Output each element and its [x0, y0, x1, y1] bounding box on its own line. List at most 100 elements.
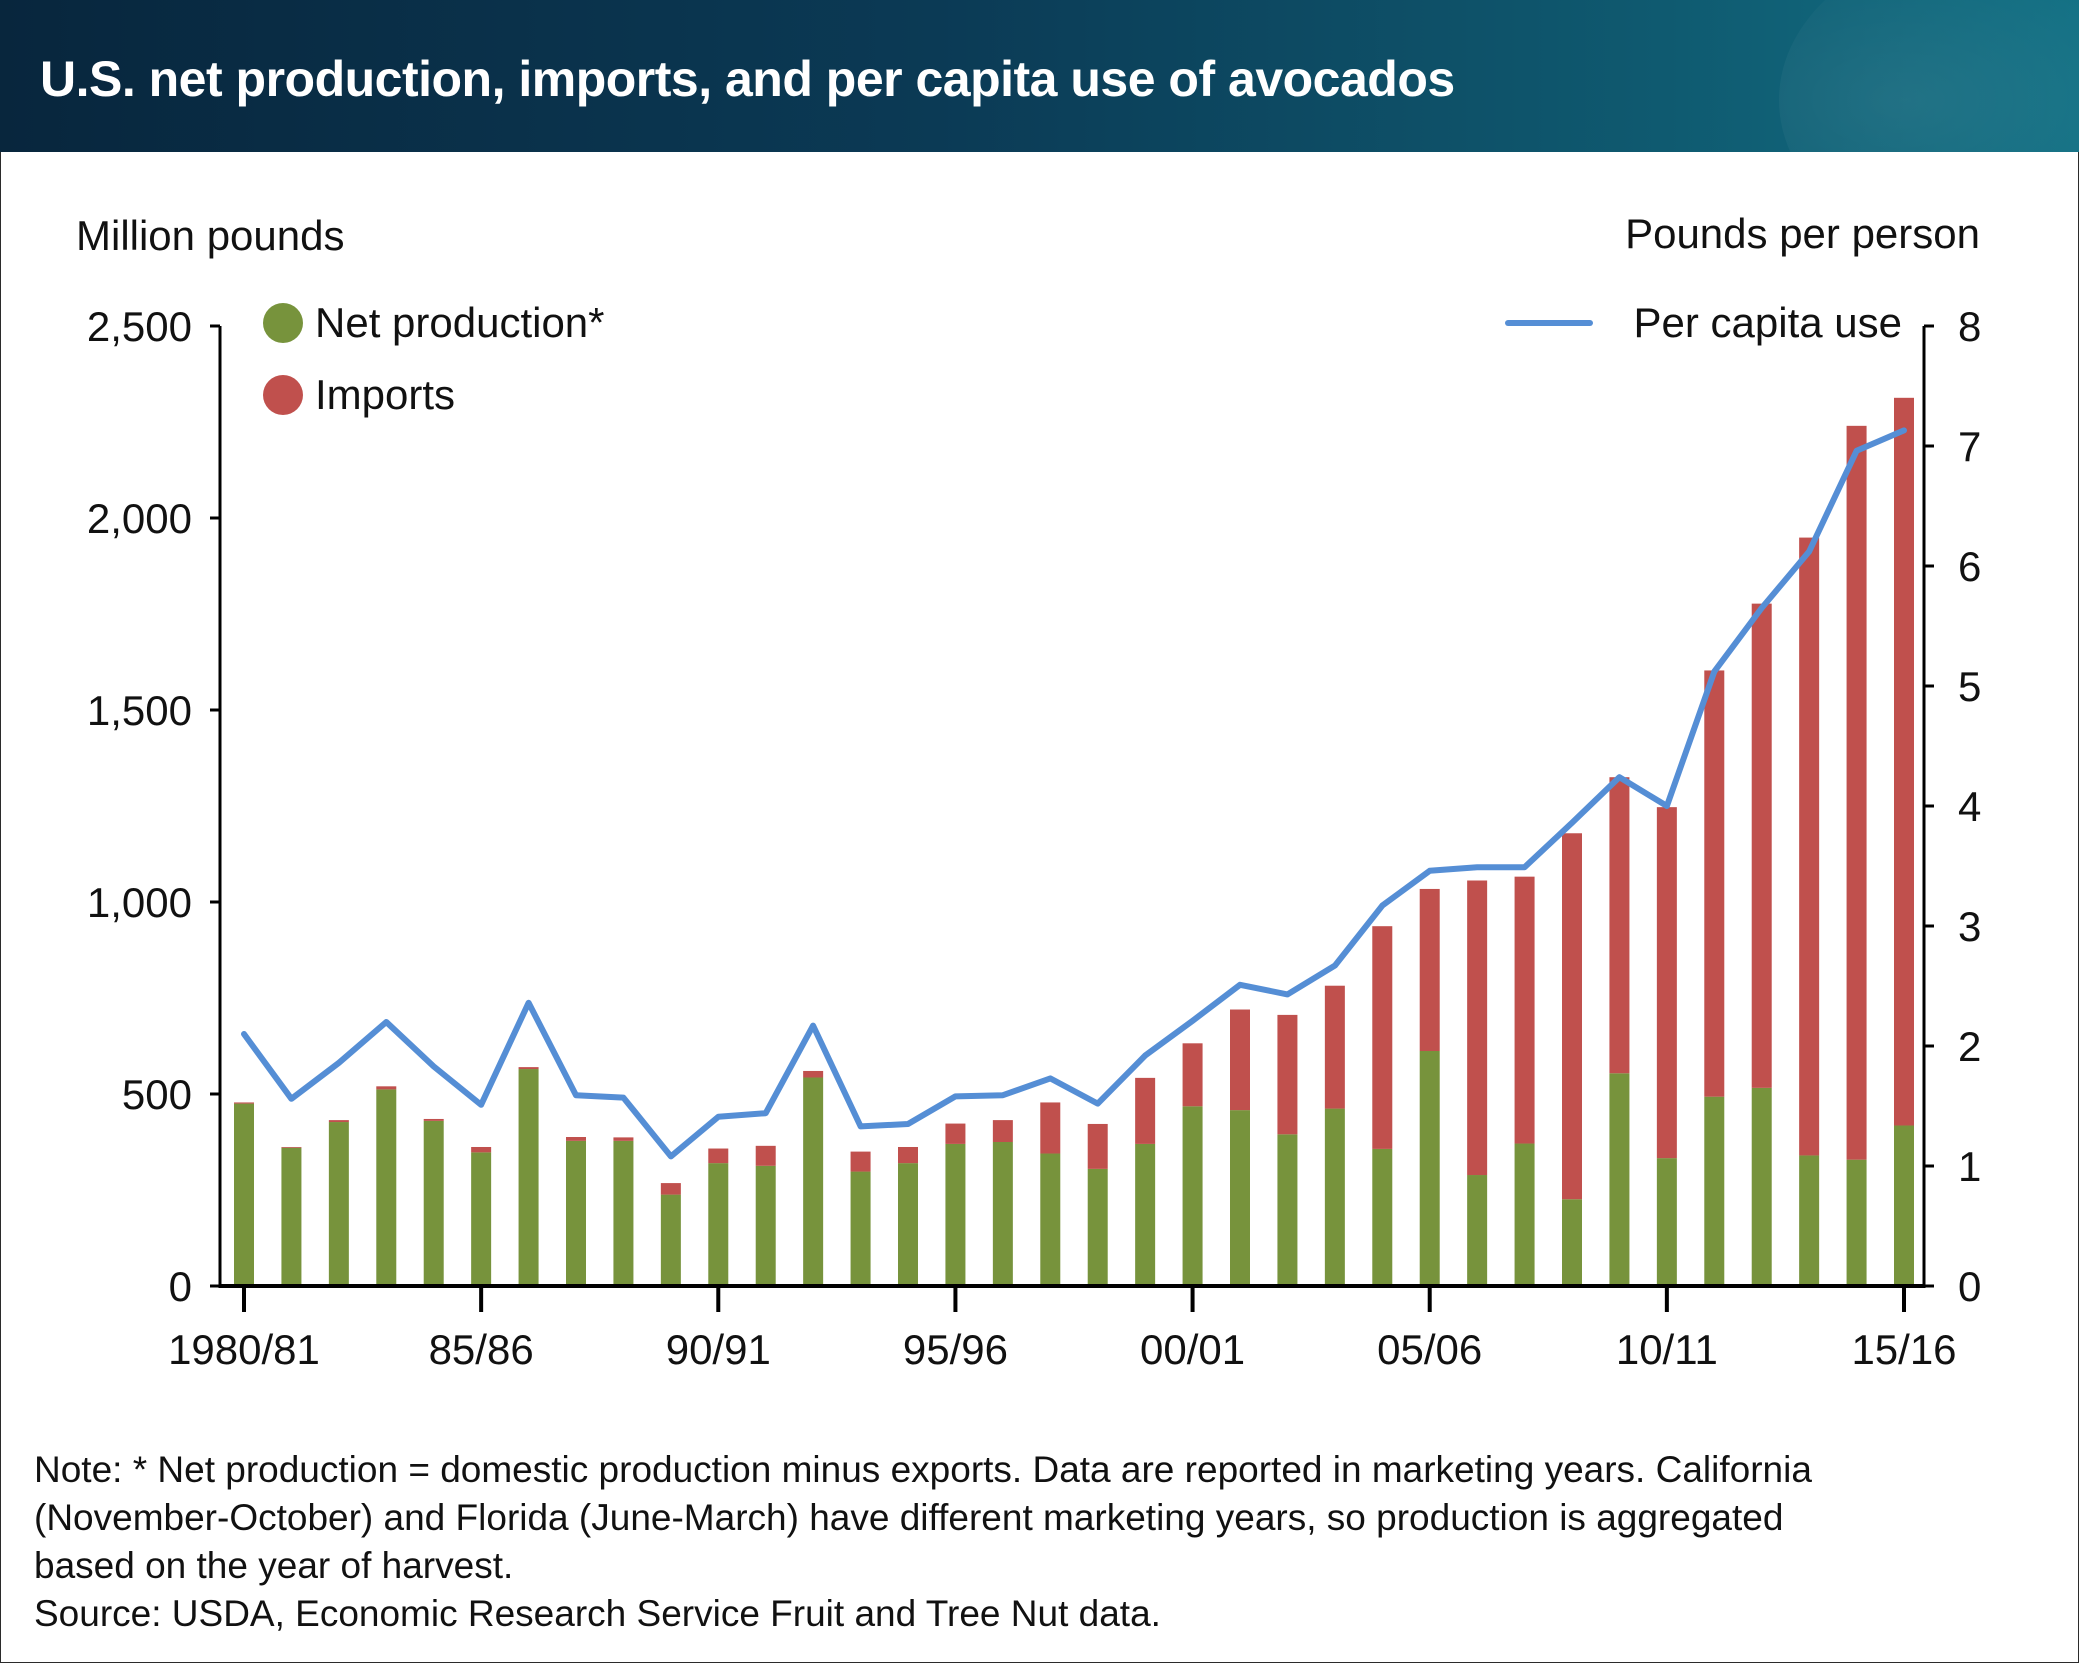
- x-axis-tick-label: 90/91: [666, 1326, 771, 1373]
- bar-net-production: [708, 1163, 729, 1286]
- bar-net-production: [1467, 1175, 1488, 1286]
- bar-imports: [328, 1120, 349, 1123]
- chart: Million pounds Pounds per person Net pro…: [76, 210, 1981, 1373]
- chart-title: U.S. net production, imports, and per ca…: [40, 51, 1455, 107]
- bar-net-production: [803, 1077, 824, 1286]
- bar-imports: [376, 1086, 397, 1090]
- right-axis-tick-label: 6: [1958, 543, 1981, 590]
- bar-net-production: [1609, 1073, 1630, 1286]
- bar-imports: [1609, 777, 1630, 1074]
- x-axis-tick-label: 1980/81: [168, 1326, 320, 1373]
- note-line: based on the year of harvest.: [34, 1545, 514, 1586]
- bar-imports: [1467, 880, 1488, 1176]
- right-axis-tick-label: 0: [1958, 1263, 1981, 1310]
- header-decoration: [1779, 0, 2079, 152]
- bar-imports: [708, 1148, 729, 1164]
- bar-net-production: [1277, 1134, 1298, 1286]
- legend-marker-net-production: [263, 303, 303, 343]
- bar-net-production: [1135, 1143, 1156, 1286]
- x-axis-tick-label: 95/96: [903, 1326, 1008, 1373]
- bar-net-production: [281, 1147, 302, 1286]
- bar-net-production: [613, 1140, 634, 1286]
- bar-imports: [850, 1151, 871, 1172]
- bar-imports: [518, 1067, 539, 1070]
- bar-imports: [1372, 926, 1393, 1149]
- bar-net-production: [1656, 1158, 1677, 1286]
- bar-net-production: [992, 1142, 1013, 1286]
- legend: Net production* Imports Per capita use: [263, 299, 1902, 418]
- x-axis-tick-label: 00/01: [1140, 1326, 1245, 1373]
- axes-layer: 0 500 1,000 1,500 2,000 2,500 0 1 2 3 4 5 6 7 8 1980/81…: [87, 303, 1981, 1373]
- bar-imports: [1894, 397, 1914, 1126]
- left-axis-tick-label: 1,500: [87, 687, 192, 734]
- right-axis-title: Pounds per person: [1625, 210, 1980, 257]
- legend-label-per-capita: Per capita use: [1634, 299, 1903, 346]
- left-axis-tick-label: 2,500: [87, 303, 192, 350]
- bar-imports: [1799, 537, 1820, 1156]
- bar-imports: [1324, 985, 1345, 1109]
- bar-net-production: [1846, 1159, 1867, 1286]
- bar-imports: [423, 1118, 444, 1121]
- bar-net-production: [1514, 1143, 1535, 1286]
- bar-net-production: [1324, 1108, 1345, 1286]
- bar-net-production: [518, 1069, 539, 1286]
- bar-imports: [1087, 1123, 1108, 1169]
- per-capita-line-layer: [241, 427, 1907, 1160]
- bar-imports: [471, 1146, 492, 1153]
- bar-imports: [755, 1145, 776, 1166]
- left-axis-title: Million pounds: [76, 212, 345, 259]
- bar-imports: [898, 1146, 918, 1164]
- bar-imports: [566, 1137, 586, 1141]
- bar-imports: [1562, 833, 1582, 1200]
- bar-imports: [1040, 1102, 1061, 1154]
- bar-imports: [613, 1137, 634, 1141]
- bar-net-production: [1704, 1096, 1725, 1286]
- bar-net-production: [850, 1171, 871, 1286]
- line-per-capita: [241, 427, 1907, 1160]
- bar-net-production: [1087, 1168, 1108, 1286]
- bar-net-production: [898, 1163, 918, 1286]
- bar-imports: [1182, 1043, 1203, 1107]
- bar-net-production: [1894, 1125, 1914, 1286]
- bar-net-production: [423, 1120, 444, 1286]
- right-axis-tick-label: 8: [1958, 303, 1981, 350]
- bar-imports: [1514, 876, 1535, 1144]
- bar-net-production: [1419, 1050, 1440, 1286]
- bar-net-production: [1182, 1106, 1203, 1286]
- note-line: (November-October) and Florida (June-Mar…: [34, 1497, 1784, 1538]
- left-axis-tick-label: 0: [169, 1263, 192, 1310]
- bar-imports: [803, 1070, 824, 1078]
- right-axis-tick-label: 3: [1958, 903, 1981, 950]
- bar-net-production: [1751, 1087, 1772, 1286]
- legend-marker-imports: [263, 375, 303, 415]
- notes: Note: * Net production = domestic produc…: [34, 1446, 2054, 1638]
- x-axis-tick-label: 85/86: [429, 1326, 534, 1373]
- right-axis-tick-label: 4: [1958, 783, 1981, 830]
- bars-layer: [234, 397, 1914, 1286]
- right-axis-tick-label: 5: [1958, 663, 1981, 710]
- bar-imports: [281, 1146, 302, 1148]
- x-axis-tick-label: 10/11: [1616, 1326, 1718, 1373]
- header-banner: U.S. net production, imports, and per ca…: [0, 0, 2079, 152]
- bar-imports: [1846, 425, 1867, 1160]
- bar-net-production: [234, 1103, 254, 1286]
- bar-imports: [1704, 670, 1725, 1097]
- legend-label-imports: Imports: [315, 371, 455, 418]
- bar-net-production: [566, 1140, 586, 1286]
- bar-net-production: [1230, 1110, 1250, 1286]
- bar-imports: [234, 1102, 254, 1104]
- bar-imports: [945, 1123, 966, 1144]
- left-axis-tick-label: 1,000: [87, 879, 192, 926]
- right-axis-tick-label: 2: [1958, 1023, 1981, 1070]
- right-axis-tick-label: 1: [1958, 1143, 1981, 1190]
- x-axis-tick-label: 15/16: [1851, 1326, 1956, 1373]
- bar-net-production: [328, 1122, 349, 1286]
- bar-imports: [1230, 1009, 1250, 1111]
- bar-imports: [660, 1183, 681, 1195]
- bar-net-production: [1799, 1155, 1820, 1286]
- bar-imports: [1751, 603, 1772, 1088]
- bar-net-production: [660, 1194, 681, 1286]
- legend-label-net-production: Net production*: [315, 299, 605, 346]
- bar-imports: [1277, 1014, 1298, 1135]
- bar-net-production: [1040, 1153, 1061, 1286]
